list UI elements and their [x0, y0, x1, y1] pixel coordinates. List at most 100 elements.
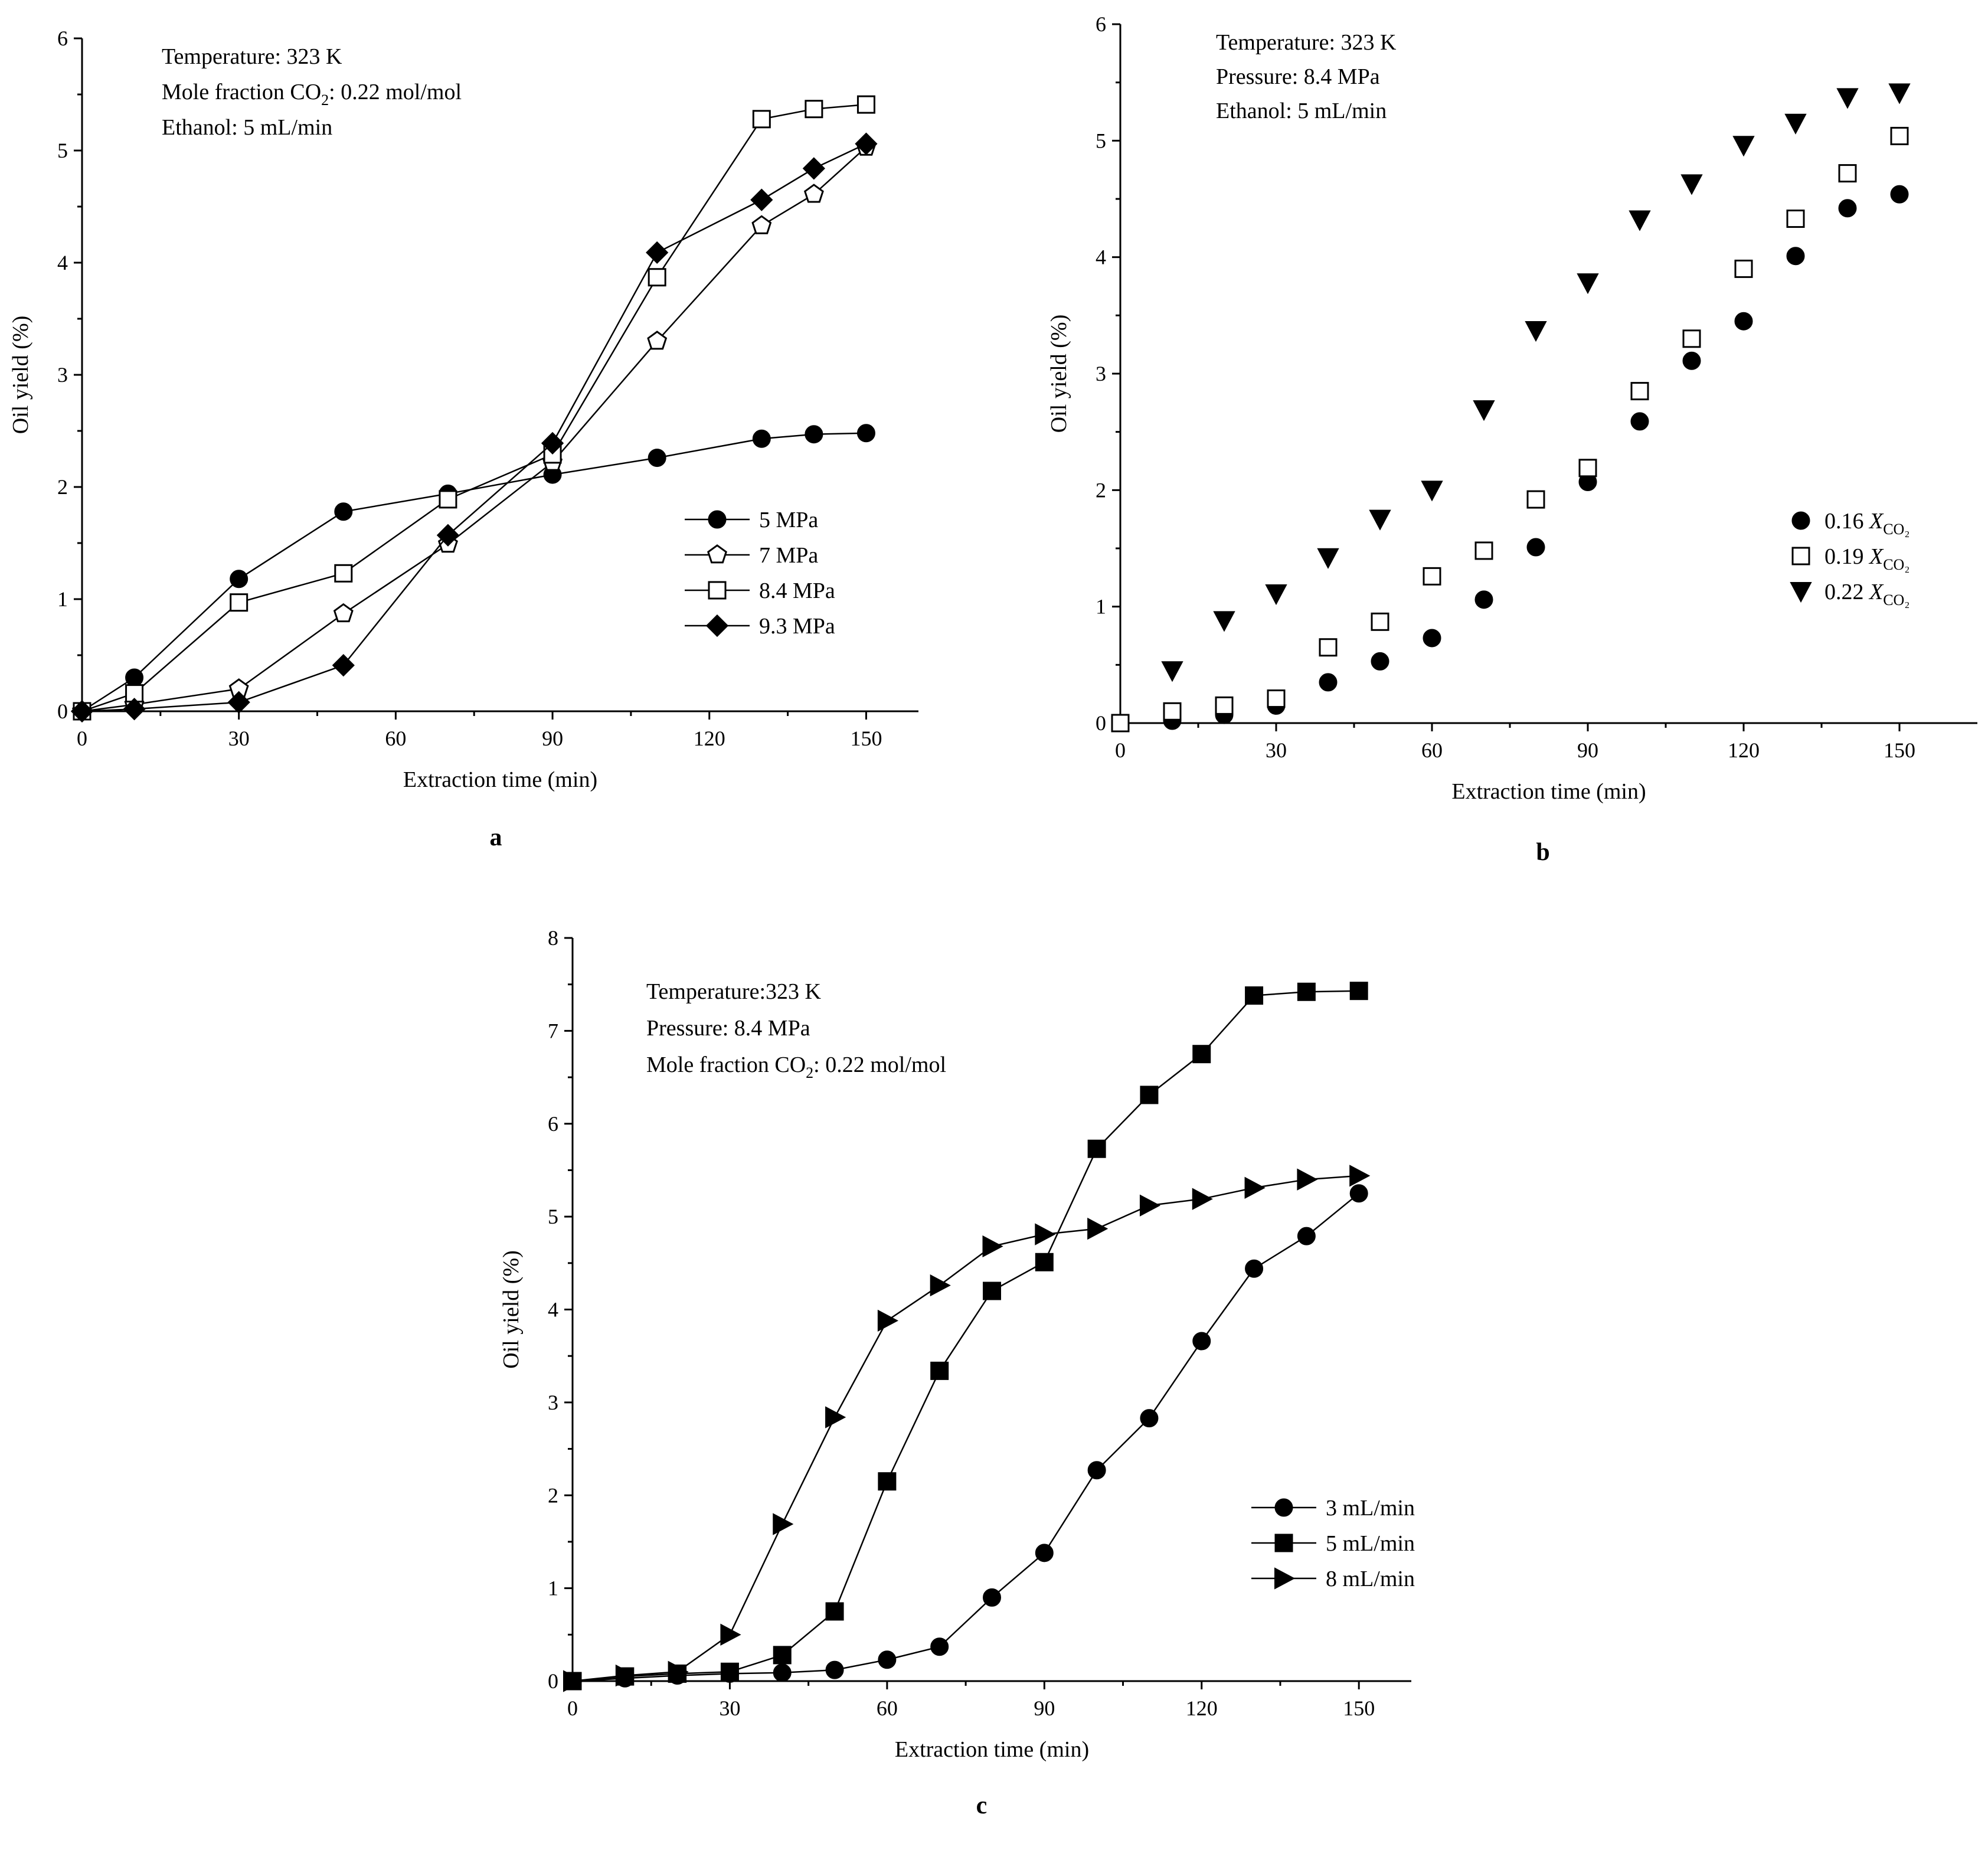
- data-point: [983, 1588, 1001, 1607]
- data-point: [1682, 351, 1701, 370]
- x-tick-label: 0: [1115, 738, 1126, 762]
- data-point: [1035, 1544, 1054, 1562]
- x-tick-label: 90: [542, 727, 563, 750]
- data-point: [825, 1406, 846, 1428]
- series-line: [572, 1175, 1359, 1682]
- data-point: [773, 1663, 792, 1682]
- annotation-text: Ethanol: 5 mL/min: [1216, 99, 1387, 123]
- x-axis-title: Extraction time (min): [403, 767, 597, 792]
- series-0.16: [1111, 185, 1909, 733]
- y-tick-label: 1: [57, 587, 68, 611]
- y-tick-label: 0: [57, 699, 68, 723]
- data-point: [825, 1660, 844, 1679]
- data-point: [773, 1513, 794, 1535]
- data-point: [1140, 1086, 1159, 1104]
- x-tick-label: 30: [228, 727, 250, 750]
- data-point: [334, 502, 353, 521]
- legend-marker: [708, 581, 727, 600]
- data-point: [750, 188, 773, 211]
- data-point: [1297, 1168, 1318, 1191]
- series-9.3-MPa: [70, 132, 878, 723]
- data-point: [439, 490, 457, 509]
- legend-label: 9.3 MPa: [759, 614, 835, 639]
- data-point: [1423, 629, 1441, 648]
- x-tick-label: 90: [1577, 738, 1598, 762]
- y-tick-label: 2: [57, 475, 68, 499]
- legend-label: 7 MPa: [759, 543, 818, 568]
- data-point: [1349, 1184, 1368, 1203]
- x-tick-label: 60: [1421, 738, 1443, 762]
- data-point: [1371, 652, 1389, 671]
- legend-marker: [708, 510, 727, 529]
- legend-marker: [1274, 1534, 1293, 1552]
- data-point: [1890, 185, 1909, 204]
- data-point: [615, 1664, 636, 1687]
- series-line: [81, 103, 867, 712]
- legend-label: 0.16 XCO₂: [1824, 509, 1909, 538]
- x-tick-label: 30: [1266, 738, 1287, 762]
- data-point: [878, 1472, 897, 1491]
- data-point: [541, 431, 564, 455]
- series-8-mL-min: [563, 1165, 1371, 1692]
- data-point: [1371, 612, 1389, 631]
- data-point: [1087, 1139, 1106, 1158]
- data-point: [856, 95, 875, 114]
- data-point: [230, 593, 248, 612]
- panel-label-b: b: [1536, 839, 1549, 866]
- data-point: [334, 564, 353, 583]
- data-point: [855, 132, 878, 155]
- x-tick-label: 30: [719, 1696, 740, 1720]
- legend-marker: [1274, 1498, 1293, 1517]
- series-0.19: [1111, 126, 1909, 733]
- data-point: [1838, 164, 1857, 183]
- annotation-text: Ethanol: 5 mL/min: [162, 115, 332, 140]
- data-point: [1297, 1227, 1316, 1245]
- y-tick-label: 4: [57, 251, 68, 274]
- series-3-mL-min: [563, 1184, 1368, 1691]
- data-point: [1161, 661, 1183, 682]
- data-point: [1421, 480, 1443, 502]
- y-tick-label: 7: [548, 1019, 558, 1042]
- series-line: [81, 146, 867, 712]
- data-point: [773, 1646, 792, 1665]
- legend-marker: [1791, 547, 1810, 565]
- annotation-text: Mole fraction CO2: 0.22 mol/mol: [162, 80, 462, 109]
- data-point: [332, 653, 355, 677]
- legend-label: 0.22 XCO₂: [1824, 580, 1909, 609]
- data-point: [125, 668, 144, 687]
- x-tick-label: 120: [1728, 738, 1760, 762]
- data-point: [1838, 199, 1857, 218]
- data-point: [1526, 538, 1545, 557]
- y-tick-label: 2: [548, 1483, 558, 1507]
- data-point: [1087, 1217, 1109, 1240]
- series-line: [81, 143, 867, 712]
- x-tick-label: 0: [77, 727, 87, 750]
- x-tick-label: 150: [1884, 738, 1915, 762]
- y-tick-label: 2: [1096, 478, 1106, 502]
- data-point: [1267, 689, 1286, 708]
- data-point: [1732, 136, 1755, 157]
- data-point: [563, 1670, 584, 1692]
- data-point: [805, 100, 823, 119]
- data-point: [648, 449, 666, 467]
- legend-label: 8 mL/min: [1326, 1567, 1415, 1591]
- data-point: [1245, 986, 1264, 1005]
- data-point: [1215, 696, 1234, 715]
- annotation-text: Temperature: 323 K: [1216, 30, 1397, 55]
- data-point: [720, 1662, 739, 1681]
- data-point: [878, 1650, 897, 1669]
- data-point: [1265, 584, 1287, 606]
- legend-label: 0.19 XCO₂: [1824, 544, 1909, 573]
- data-point: [1423, 567, 1441, 586]
- legend-label: 8.4 MPa: [759, 578, 835, 603]
- annotation-text: Pressure: 8.4 MPa: [646, 1016, 810, 1041]
- data-point: [856, 424, 875, 443]
- data-point: [648, 268, 666, 287]
- series-8.4-MPa: [73, 95, 875, 721]
- data-point: [1888, 83, 1911, 104]
- x-tick-label: 120: [1186, 1696, 1218, 1720]
- data-point: [825, 1602, 844, 1621]
- panel-label-a: a: [490, 824, 502, 851]
- series-line: [572, 1192, 1359, 1682]
